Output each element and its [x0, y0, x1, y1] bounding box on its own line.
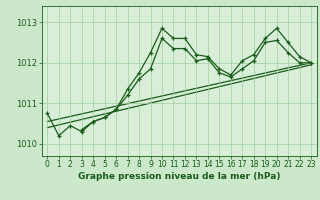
X-axis label: Graphe pression niveau de la mer (hPa): Graphe pression niveau de la mer (hPa): [78, 172, 280, 181]
